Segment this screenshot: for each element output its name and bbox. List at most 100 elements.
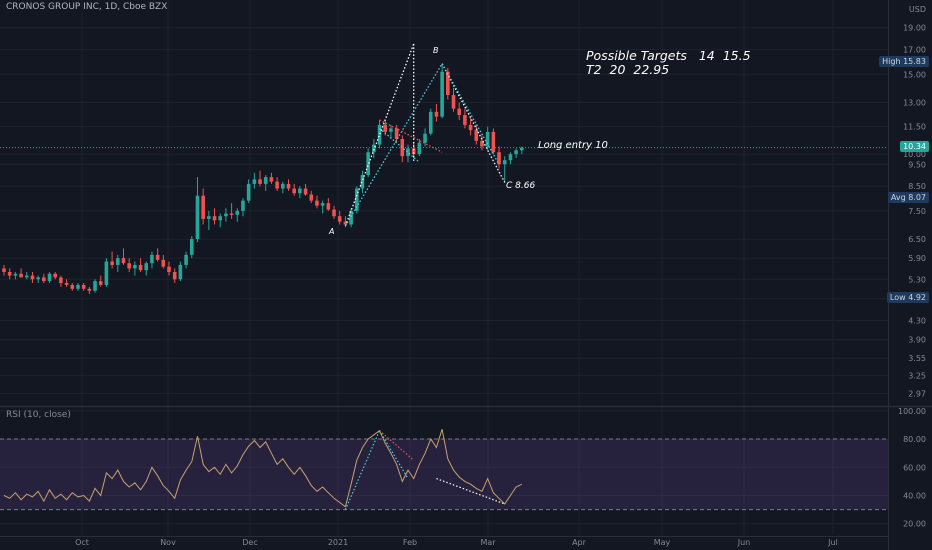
time-tick-label: Jun [737, 538, 751, 547]
candle-body [121, 258, 126, 264]
candle-body [7, 271, 12, 276]
candle-body [229, 213, 234, 215]
candle [87, 286, 92, 294]
candle [127, 258, 131, 272]
candle-body [2, 268, 6, 272]
candle [457, 102, 461, 120]
targets-annotation: Possible Targets 14 15.5 T2 20 22.95 [586, 48, 751, 77]
candle [172, 268, 177, 284]
point-a-label: A [329, 227, 335, 236]
rsi-pattern-line [344, 430, 381, 510]
candle [246, 179, 251, 204]
candle [218, 213, 223, 228]
candle [70, 283, 75, 291]
rsi-pattern-line [379, 430, 415, 461]
candle-body [394, 128, 399, 140]
candle-body [292, 188, 296, 194]
candle-body [201, 195, 205, 219]
rsi-series [0, 429, 888, 511]
long-entry-annotation: Long entry 10 [538, 140, 608, 151]
candle-body [47, 273, 52, 282]
candle-body [19, 273, 23, 278]
time-tick-label: Apr [572, 538, 587, 547]
candle-body [275, 181, 279, 189]
candle [64, 279, 69, 287]
candle-body [76, 284, 80, 289]
candle-body [457, 108, 461, 116]
candle-body [434, 111, 439, 117]
candle-body [81, 284, 86, 289]
candle [360, 170, 365, 194]
candle-body [286, 183, 291, 189]
candle-body [428, 111, 433, 134]
candle [47, 271, 52, 284]
candle-body [252, 179, 257, 184]
candle-body [519, 147, 524, 151]
candle-body [497, 152, 501, 165]
candle [161, 254, 166, 269]
candle [263, 174, 268, 191]
candle [480, 135, 484, 151]
candle [417, 139, 422, 157]
pattern-line-ab-upper [344, 43, 415, 227]
price-tick-label: 19.00 [903, 24, 926, 33]
candle [320, 200, 325, 214]
candle-body [13, 273, 18, 276]
price-tick-label: 6.50 [908, 235, 926, 244]
candle [349, 208, 353, 228]
candle-body [104, 261, 109, 285]
price-tick-label: 10.00 [903, 150, 926, 159]
candle-body [184, 254, 188, 265]
time-tick-label: Feb [403, 538, 417, 547]
candle-body [269, 177, 274, 182]
candle-body [144, 263, 149, 271]
candle-body [366, 152, 370, 175]
candle [30, 271, 35, 284]
candle-body [326, 203, 331, 210]
harmonic-pattern [344, 43, 506, 227]
candle-body [309, 194, 314, 201]
candle-body [463, 115, 467, 125]
candle [258, 170, 262, 187]
candle-body [360, 174, 365, 189]
candle [110, 251, 114, 269]
candle-body [155, 254, 160, 260]
candle [13, 271, 18, 280]
rsi-tick-label: 80.00 [903, 435, 926, 444]
candle-body [400, 139, 405, 157]
candle [224, 208, 228, 222]
candle [372, 139, 376, 159]
candle-body [98, 281, 103, 285]
candle-body [383, 124, 388, 132]
time-tick-label: Oct [75, 538, 89, 547]
candle [411, 142, 416, 159]
pattern-line-red [379, 119, 443, 153]
candle-body [263, 177, 268, 184]
candle-body [218, 216, 223, 221]
candle-body [110, 261, 114, 265]
candle [19, 268, 23, 278]
candle-body [161, 259, 166, 267]
price-tick-label: 5.90 [908, 254, 926, 263]
candle [195, 177, 200, 243]
candle [59, 275, 63, 287]
candle [400, 135, 405, 163]
price-unit-label: USD [909, 5, 926, 14]
current-price-tag: 10.34 [900, 141, 929, 152]
candle-body [320, 203, 325, 206]
candle [121, 248, 126, 265]
rsi-pattern-line [436, 477, 505, 505]
candle-body [508, 154, 513, 161]
candle [389, 124, 393, 140]
candle [116, 254, 120, 272]
candle-body [93, 281, 97, 291]
candle [366, 148, 370, 178]
price-tick-label: 8.50 [908, 182, 926, 191]
candle-body [138, 264, 143, 271]
candle-body [178, 264, 183, 280]
candle [298, 186, 302, 199]
chart-title: CRONOS GROUP INC, 1D, Cboe BZX [6, 2, 168, 12]
candle [81, 283, 86, 291]
candle-body [491, 131, 496, 153]
candle [76, 283, 80, 291]
